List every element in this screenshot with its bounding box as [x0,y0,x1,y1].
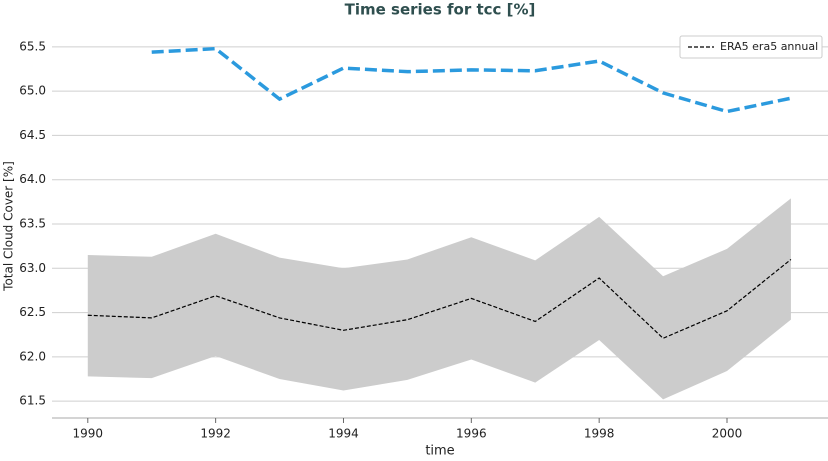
series-line [151,46,792,114]
y-tick-label: 63.5 [19,217,46,231]
legend-box [679,35,823,59]
legend: ERA5 era5 annual [679,35,823,59]
x-tick-label: 1990 [73,427,104,441]
y-tick-label: 62.0 [19,349,46,363]
x-tick-label: 1998 [584,427,615,441]
y-tick-label: 63.0 [19,261,46,275]
y-tick-label: 61.5 [19,394,46,408]
y-axis-label: Total Cloud Cover [%] [2,161,16,292]
x-tick-label: 1994 [328,427,359,441]
x-tick-label: 1992 [200,427,231,441]
legend-label: ERA5 era5 annual [720,40,818,53]
y-tick-label: 64.0 [19,172,46,186]
series-line [87,258,792,339]
range-band [87,198,791,400]
y-tick-label: 65.0 [19,84,46,98]
x-tick-label: 2000 [712,427,743,441]
chart-title: Time series for tcc [%] [345,1,536,19]
x-tick-label: 1996 [456,427,487,441]
y-tick-label: 64.5 [19,128,46,142]
x-axis-label: time [425,444,454,458]
y-tick-label: 65.5 [19,39,46,53]
y-tick-label: 62.5 [19,305,46,319]
